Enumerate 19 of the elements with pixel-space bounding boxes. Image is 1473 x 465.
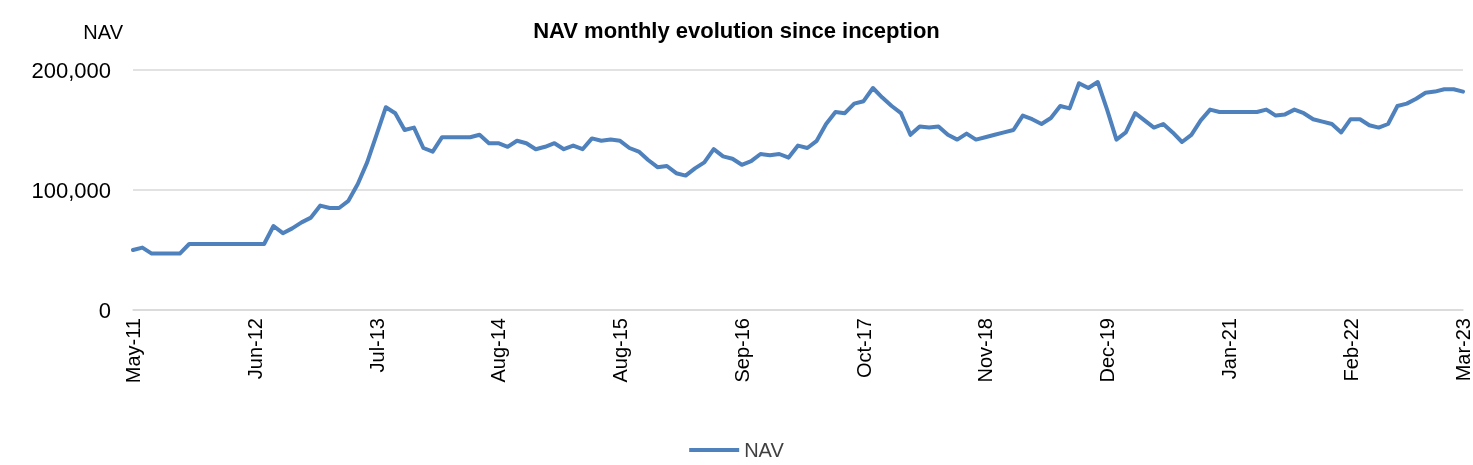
- x-tick-label: Aug-14: [487, 318, 510, 383]
- y-tick-label: 0: [98, 297, 111, 323]
- x-tick-label: May-11: [122, 318, 144, 384]
- chart-title: NAV monthly evolution since inception: [533, 17, 940, 43]
- y-tick-label: 200,000: [31, 57, 111, 83]
- x-tick-label: Jun-12: [243, 318, 266, 380]
- legend-label: NAV: [744, 439, 785, 461]
- y-axis-title: NAV: [83, 21, 124, 43]
- x-tick-label: Sep-16: [730, 318, 753, 383]
- x-tick-label: Jul-13: [365, 318, 388, 373]
- y-tick-label: 100,000: [31, 177, 111, 203]
- x-tick-label: Oct-17: [852, 318, 875, 379]
- x-tick-label: Nov-18: [974, 318, 997, 383]
- x-tick-label: Aug-15: [609, 318, 632, 383]
- x-tick-label: Dec-19: [1096, 318, 1119, 383]
- x-tick-label: Mar-23: [1452, 318, 1473, 382]
- x-tick-label: Feb-22: [1339, 318, 1362, 382]
- x-tick-label: Jan-21: [1217, 318, 1240, 380]
- line-series: [131, 80, 1465, 256]
